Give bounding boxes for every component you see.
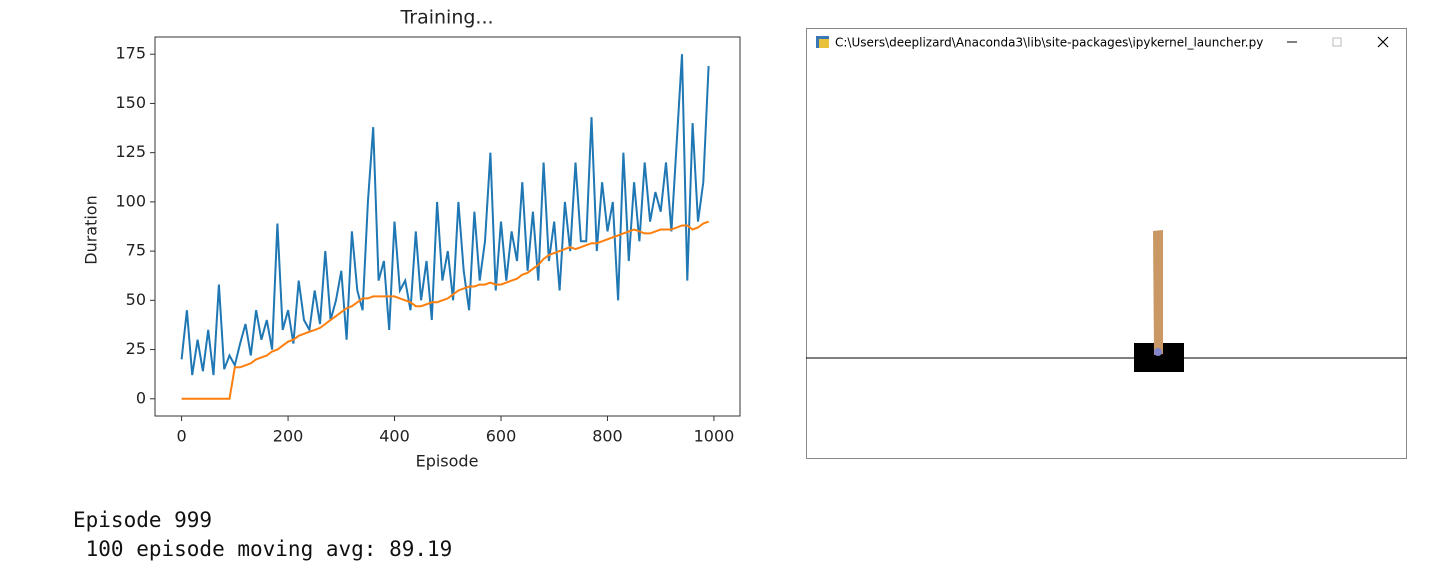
y-tick-label: 125 <box>115 142 146 161</box>
series-line <box>180 54 710 376</box>
close-button[interactable] <box>1377 36 1389 48</box>
chart-title: Training... <box>399 7 493 29</box>
console-output: Episode 999 100 episode moving avg: 89.1… <box>73 506 452 564</box>
render-window: C:\Users\deeplizard\Anaconda3\lib\site-p… <box>806 28 1407 459</box>
plot-frame <box>154 36 741 417</box>
window-title: C:\Users\deeplizard\Anaconda3\lib\site-p… <box>835 36 1263 50</box>
y-axis-label: Duration <box>82 195 101 265</box>
y-tick-label: 100 <box>115 191 146 210</box>
maximize-button[interactable] <box>1332 37 1342 47</box>
x-tick-label: 400 <box>379 427 410 446</box>
x-tick-label: 0 <box>176 427 186 446</box>
console-line: Episode 999 <box>73 508 213 532</box>
console-line: 100 episode moving avg: 89.19 <box>73 537 453 561</box>
axle <box>1154 348 1162 356</box>
window-icon-inner <box>819 39 829 48</box>
x-tick-label: 800 <box>592 427 623 446</box>
x-tick-label: 200 <box>273 427 304 446</box>
x-tick-label: 1000 <box>694 427 735 446</box>
y-tick-label: 75 <box>126 241 146 260</box>
y-tick-label: 25 <box>126 339 146 358</box>
x-axis-label: Episode <box>416 452 479 471</box>
y-tick-label: 150 <box>115 93 146 112</box>
x-tick-label: 600 <box>486 427 517 446</box>
chart: Training... Episode Duration 0 25 50 75 100 1… <box>82 7 741 471</box>
window-frame <box>806 28 1407 459</box>
y-tick-label: 175 <box>115 44 146 63</box>
y-tick-label: 50 <box>126 290 146 309</box>
y-tick-label: 0 <box>136 388 146 407</box>
pole <box>1153 230 1163 355</box>
series-line <box>181 220 709 400</box>
